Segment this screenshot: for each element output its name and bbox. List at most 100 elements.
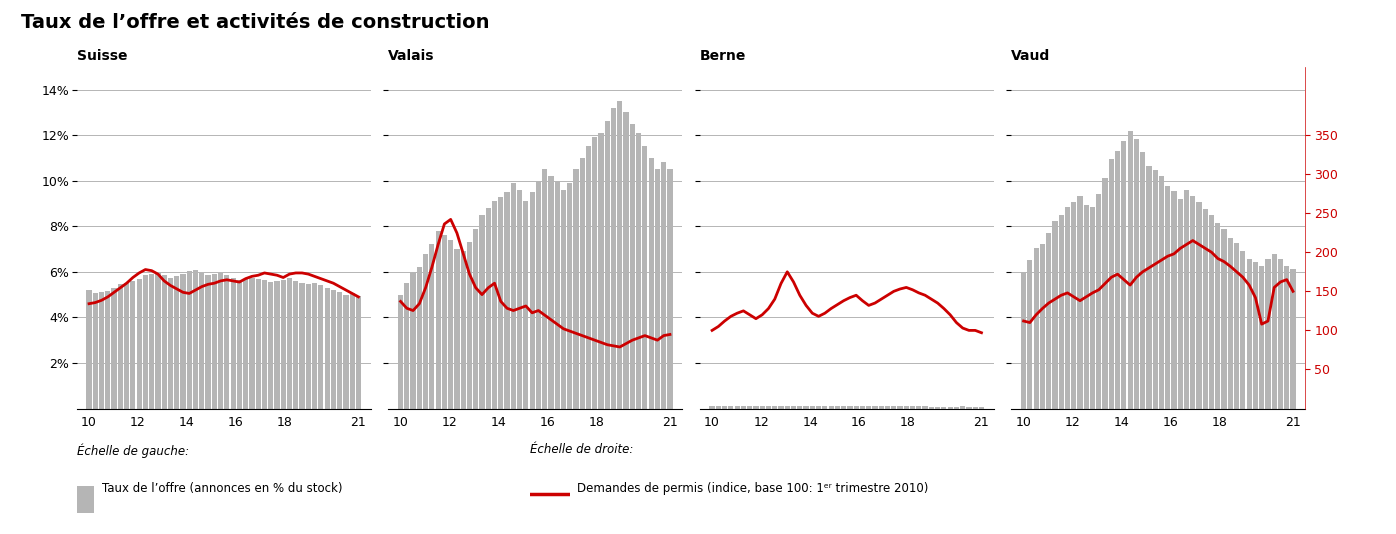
Bar <box>1290 270 1295 409</box>
Bar <box>891 406 896 409</box>
Bar <box>810 406 815 409</box>
Bar <box>180 274 186 409</box>
Bar <box>716 406 720 409</box>
Bar <box>923 406 928 409</box>
Bar <box>662 162 666 409</box>
Bar <box>124 283 130 409</box>
Bar <box>630 124 635 409</box>
Bar <box>225 275 229 409</box>
Bar <box>430 245 434 409</box>
Bar <box>554 180 560 409</box>
Bar <box>255 279 261 409</box>
Bar <box>142 275 148 409</box>
Bar <box>1203 209 1208 409</box>
Text: Vaud: Vaud <box>1011 49 1051 63</box>
Bar <box>318 286 324 409</box>
Bar <box>87 290 92 409</box>
Text: Demandes de permis (indice, base 100: 1ᵉʳ trimestre 2010): Demandes de permis (indice, base 100: 1ᵉ… <box>577 482 928 495</box>
Bar <box>155 273 161 409</box>
Bar <box>268 282 274 409</box>
Bar <box>1103 178 1107 409</box>
Bar <box>840 406 846 409</box>
Bar <box>1216 223 1220 409</box>
Bar <box>1272 254 1277 409</box>
Bar <box>637 133 641 409</box>
Bar <box>1166 186 1170 409</box>
Bar <box>281 280 286 409</box>
Bar <box>667 169 673 409</box>
Bar <box>293 281 299 409</box>
Bar <box>149 274 155 409</box>
Bar <box>174 277 179 409</box>
Bar <box>205 275 211 409</box>
Bar <box>1240 251 1245 409</box>
Bar <box>250 278 254 409</box>
Bar <box>1284 266 1290 409</box>
Bar <box>792 406 796 409</box>
Bar <box>592 137 597 409</box>
Bar <box>853 406 859 409</box>
Bar <box>759 406 765 409</box>
Bar <box>1178 199 1182 409</box>
Bar <box>828 406 833 409</box>
Bar <box>860 406 866 409</box>
Bar <box>709 406 715 409</box>
Bar <box>1222 229 1227 409</box>
Bar <box>586 146 591 409</box>
Bar <box>561 190 565 409</box>
Bar <box>903 406 909 409</box>
Bar <box>973 407 977 409</box>
Text: Échelle de droite:: Échelle de droite: <box>530 443 634 456</box>
Bar <box>1071 201 1076 409</box>
Bar <box>218 273 223 409</box>
Bar <box>237 280 242 409</box>
Bar <box>847 406 853 409</box>
Bar <box>486 208 491 409</box>
Bar <box>324 288 329 409</box>
Bar <box>822 406 828 409</box>
Bar <box>349 294 355 409</box>
Bar <box>524 201 529 409</box>
Bar <box>243 279 248 409</box>
Bar <box>137 279 142 409</box>
Bar <box>112 288 117 409</box>
Bar <box>1259 266 1265 409</box>
Bar <box>1078 196 1083 409</box>
Bar <box>436 231 441 409</box>
Bar <box>410 272 416 409</box>
Bar <box>747 406 752 409</box>
Bar <box>454 249 459 409</box>
Bar <box>1033 248 1039 409</box>
Bar <box>579 158 585 409</box>
Bar <box>331 290 336 409</box>
Bar <box>1128 131 1132 409</box>
Bar <box>872 406 878 409</box>
Bar <box>979 407 984 409</box>
Bar <box>772 406 778 409</box>
Bar <box>910 406 916 409</box>
Bar <box>817 406 821 409</box>
Bar <box>1265 258 1270 409</box>
Bar <box>928 406 934 409</box>
Bar <box>105 291 110 409</box>
Bar <box>885 406 891 409</box>
Bar <box>405 283 409 409</box>
Bar <box>1121 142 1127 409</box>
Bar <box>1191 196 1195 409</box>
Bar <box>1153 170 1157 409</box>
Bar <box>92 294 98 409</box>
Bar <box>941 407 946 409</box>
Bar <box>617 101 623 409</box>
Bar <box>1115 151 1120 409</box>
Bar <box>306 284 311 409</box>
Bar <box>311 283 317 409</box>
Bar <box>785 406 790 409</box>
Bar <box>1108 159 1114 409</box>
Bar <box>343 295 349 409</box>
Bar <box>1252 262 1258 409</box>
Bar <box>604 121 610 409</box>
Bar <box>200 273 204 409</box>
Bar <box>1159 176 1164 409</box>
Bar <box>1096 194 1101 409</box>
Bar <box>1053 221 1058 409</box>
